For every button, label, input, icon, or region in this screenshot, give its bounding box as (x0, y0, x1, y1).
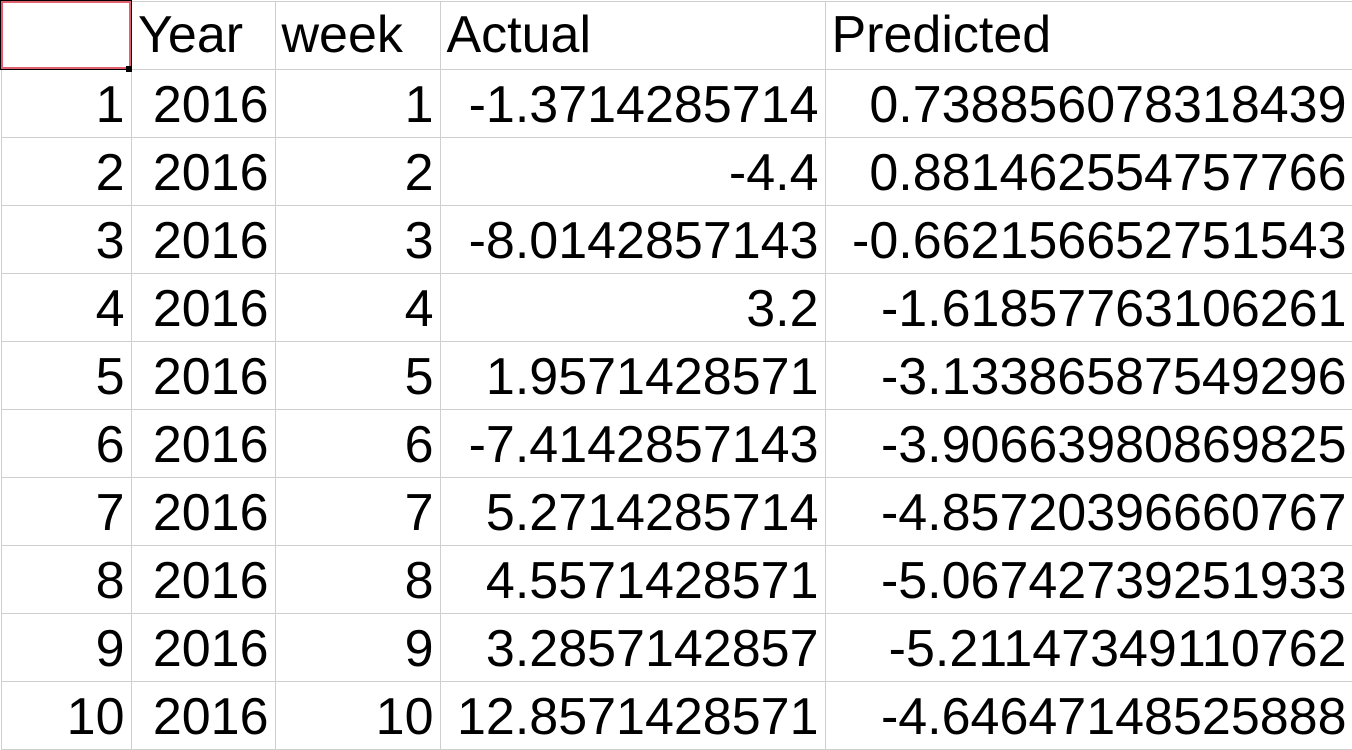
cell-week[interactable]: 4 (274, 272, 441, 342)
cell-week[interactable]: 5 (274, 340, 441, 410)
table-row: 6 2016 6 -7.4142857143 -3.90663980869825 (0, 408, 1352, 478)
cell-index[interactable]: 6 (0, 408, 132, 478)
table-row: 1 2016 1 -1.3714285714 0.738856078318439 (0, 68, 1352, 138)
cell-year[interactable]: 2016 (130, 340, 276, 410)
cell-actual[interactable]: 5.2714285714 (439, 476, 826, 546)
cell-week[interactable]: 7 (274, 476, 441, 546)
header-cell-week[interactable]: week (274, 0, 441, 70)
cell-year[interactable]: 2016 (130, 544, 276, 614)
cell-index[interactable]: 1 (0, 68, 132, 138)
cell-predicted[interactable]: 0.881462554757766 (824, 136, 1352, 206)
cell-week[interactable]: 3 (274, 204, 441, 274)
cell-index[interactable]: 7 (0, 476, 132, 546)
cell-index[interactable]: 4 (0, 272, 132, 342)
cell-index[interactable]: 3 (0, 204, 132, 274)
cell-predicted[interactable]: -4.85720396660767 (824, 476, 1352, 546)
cell-actual[interactable]: -7.4142857143 (439, 408, 826, 478)
cell-week[interactable]: 1 (274, 68, 441, 138)
table-row: 5 2016 5 1.9571428571 -3.13386587549296 (0, 340, 1352, 410)
table-row: 10 2016 10 12.8571428571 -4.646471485258… (0, 680, 1352, 750)
table-row: 8 2016 8 4.5571428571 -5.06742739251933 (0, 544, 1352, 614)
table-row: 4 2016 4 3.2 -1.61857763106261 (0, 272, 1352, 342)
cell-index[interactable]: 5 (0, 340, 132, 410)
cell-actual[interactable]: -1.3714285714 (439, 68, 826, 138)
cell-actual[interactable]: 4.5571428571 (439, 544, 826, 614)
table-row: 2 2016 2 -4.4 0.881462554757766 (0, 136, 1352, 206)
cell-index[interactable]: 10 (0, 680, 132, 750)
cell-year[interactable]: 2016 (130, 680, 276, 750)
cell-index[interactable]: 9 (0, 612, 132, 682)
cell-predicted[interactable]: -5.21147349110762 (824, 612, 1352, 682)
cell-actual[interactable]: -4.4 (439, 136, 826, 206)
cell-predicted[interactable]: -1.61857763106261 (824, 272, 1352, 342)
cell-week[interactable]: 10 (274, 680, 441, 750)
cell-actual[interactable]: 3.2857142857 (439, 612, 826, 682)
cell-year[interactable]: 2016 (130, 476, 276, 546)
cell-predicted[interactable]: 0.738856078318439 (824, 68, 1352, 138)
header-cell-year[interactable]: Year (130, 0, 276, 70)
cell-predicted[interactable]: -0.662156652751543 (824, 204, 1352, 274)
table-row: 3 2016 3 -8.0142857143 -0.66215665275154… (0, 204, 1352, 274)
header-cell-actual[interactable]: Actual (439, 0, 826, 70)
cell-year[interactable]: 2016 (130, 136, 276, 206)
cell-week[interactable]: 6 (274, 408, 441, 478)
cell-actual[interactable]: -8.0142857143 (439, 204, 826, 274)
cell-year[interactable]: 2016 (130, 408, 276, 478)
table-row: 9 2016 9 3.2857142857 -5.21147349110762 (0, 612, 1352, 682)
header-row: Year week Actual Predicted (0, 0, 1352, 70)
cell-year[interactable]: 2016 (130, 612, 276, 682)
header-cell-predicted[interactable]: Predicted (824, 0, 1352, 70)
cell-year[interactable]: 2016 (130, 68, 276, 138)
cell-predicted[interactable]: -5.06742739251933 (824, 544, 1352, 614)
cell-actual[interactable]: 12.8571428571 (439, 680, 826, 750)
cell-week[interactable]: 9 (274, 612, 441, 682)
cell-year[interactable]: 2016 (130, 272, 276, 342)
cell-predicted[interactable]: -3.90663980869825 (824, 408, 1352, 478)
cell-index[interactable]: 8 (0, 544, 132, 614)
table-row: 7 2016 7 5.2714285714 -4.85720396660767 (0, 476, 1352, 546)
cell-year[interactable]: 2016 (130, 204, 276, 274)
cell-predicted[interactable]: -4.64647148525888 (824, 680, 1352, 750)
cell-actual[interactable]: 1.9571428571 (439, 340, 826, 410)
cell-week[interactable]: 8 (274, 544, 441, 614)
cell-corner-selected[interactable] (0, 0, 132, 70)
cell-index[interactable]: 2 (0, 136, 132, 206)
cell-week[interactable]: 2 (274, 136, 441, 206)
cell-predicted[interactable]: -3.13386587549296 (824, 340, 1352, 410)
cell-actual[interactable]: 3.2 (439, 272, 826, 342)
fill-handle[interactable] (126, 66, 132, 72)
